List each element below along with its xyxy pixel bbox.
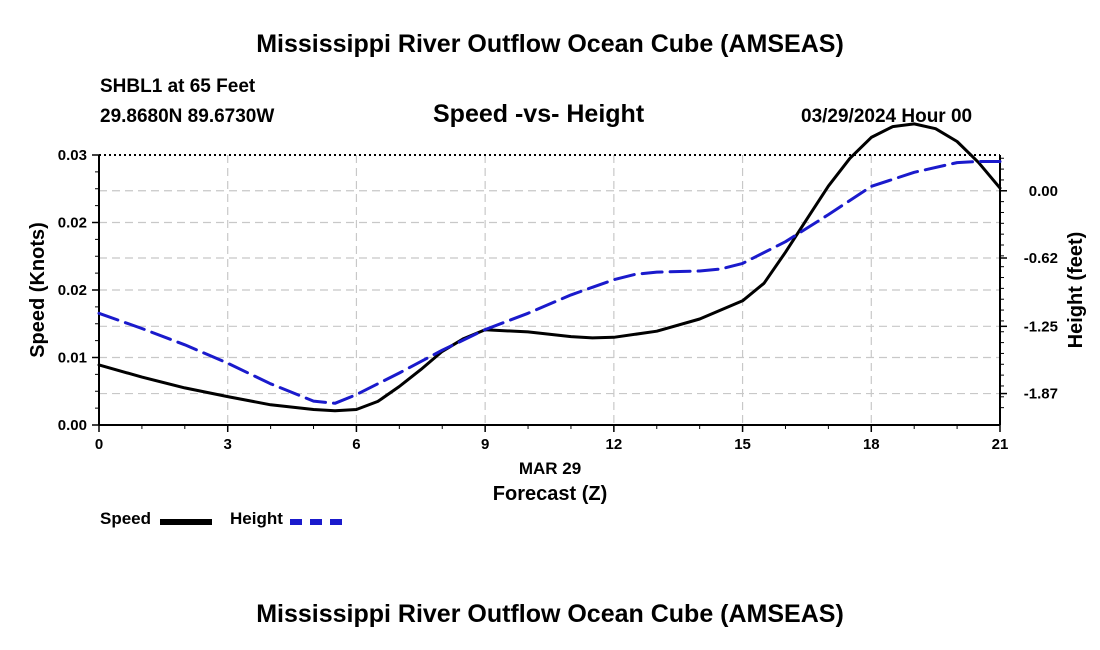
y-tick-label: 0.01 (58, 350, 87, 367)
station-label: SHBL1 at 65 Feet (100, 76, 256, 97)
y2-tick-label: 0.00 (1029, 183, 1058, 200)
y-tick-label: 0.02 (58, 215, 87, 232)
y-tick-label: 0.02 (58, 282, 87, 299)
footer-title: Mississippi River Outflow Ocean Cube (AM… (256, 600, 844, 628)
x-tick-label: 21 (992, 436, 1009, 453)
y2-tick-label: -0.62 (1024, 250, 1058, 267)
x-tick-label: 3 (224, 436, 232, 453)
x-tick-label: 0 (95, 436, 103, 453)
legend-height-label: Height (230, 509, 283, 528)
y-axis-title: Speed (Knots) (27, 222, 49, 358)
x-tick-label: 6 (352, 436, 360, 453)
y-tick-label: 0.00 (58, 417, 87, 434)
y2-tick-label: -1.87 (1024, 386, 1058, 403)
x-axis-title: Forecast (Z) (493, 483, 607, 505)
legend-speed-label: Speed (100, 509, 152, 528)
x-tick-label: 18 (863, 436, 880, 453)
coordinates-label: 29.8680N 89.6730W (100, 106, 275, 127)
chart-subtitle: Speed -vs- Height (433, 100, 645, 128)
legend-height-swatch (290, 519, 342, 525)
series-line-speed (97, 122, 1002, 413)
y2-axis-title: Height (feet) (1065, 232, 1087, 349)
y2-tick-label: -1.25 (1024, 318, 1058, 335)
x-tick-label: 15 (734, 436, 751, 453)
x-tick-label: 12 (606, 436, 623, 453)
legend-speed-swatch (160, 519, 212, 525)
x-tick-label: 9 (481, 436, 489, 453)
timestamp-label: 03/29/2024 Hour 00 (801, 106, 973, 127)
x-axis-date-label: MAR 29 (519, 459, 581, 478)
chart-title: Mississippi River Outflow Ocean Cube (AM… (256, 30, 844, 58)
series-line-height (97, 160, 1002, 405)
y-tick-label: 0.03 (58, 147, 87, 164)
